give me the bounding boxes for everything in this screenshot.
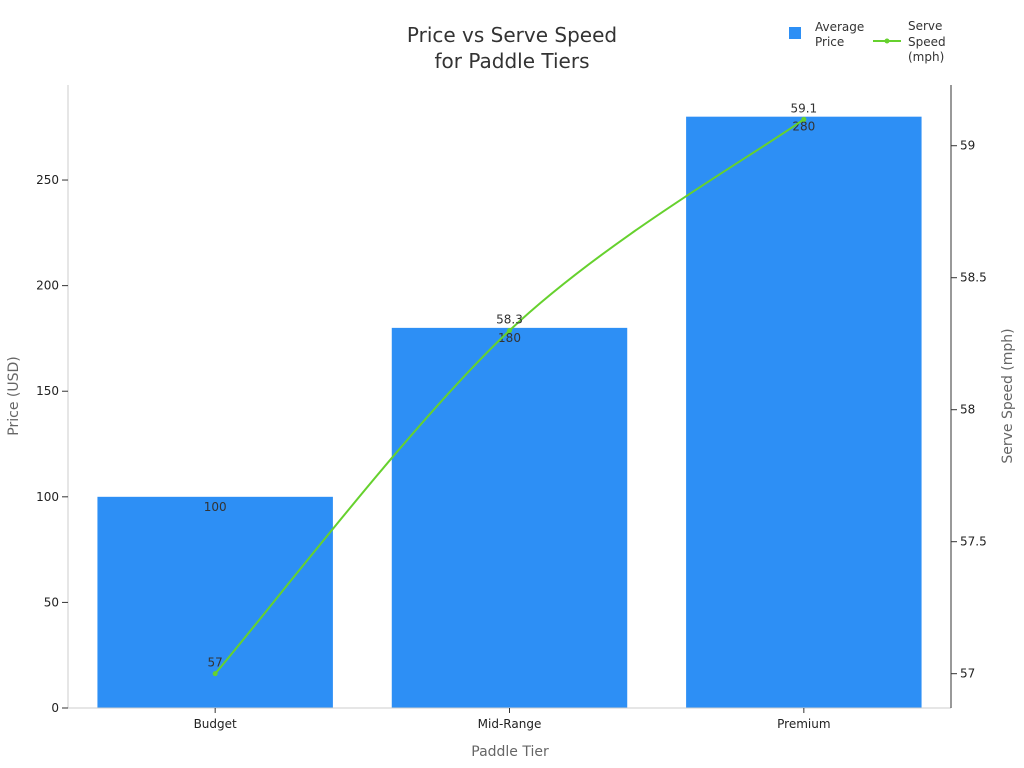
left-y-tick-label: 150 — [36, 384, 59, 398]
legend-label-average-price-2: Price — [815, 35, 844, 49]
chart-title: Price vs Serve Speed for Paddle Tiers — [407, 23, 617, 73]
x-tick-label: Budget — [194, 717, 237, 731]
x-tick-label: Premium — [777, 717, 830, 731]
serve-speed-point — [212, 671, 218, 677]
bar-mid-range — [391, 327, 628, 708]
bar-value-label: 180 — [498, 331, 521, 345]
serve-speed-value-label: 57 — [208, 656, 223, 670]
bar-budget — [97, 496, 333, 708]
serve-speed-point — [507, 328, 512, 334]
left-y-axis-ticks: 0 50 100 150 200 250 — [36, 173, 68, 715]
line-labels: 57 58.3 59.1 — [208, 101, 818, 669]
serve-speed-value-label: 58.3 — [496, 313, 523, 327]
legend-label-serve-speed-1: Serve — [908, 19, 942, 33]
right-y-axis-ticks: 57 57.5 58 58.5 59 — [951, 139, 987, 681]
y-axis-title: Price (USD) — [6, 356, 22, 435]
right-y-tick-label: 59 — [960, 139, 975, 153]
bar-value-label: 100 — [204, 500, 227, 514]
chart-title-line-2: for Paddle Tiers — [435, 49, 590, 73]
left-y-tick-label: 0 — [51, 701, 59, 715]
legend-label-serve-speed-2: Speed — [908, 35, 946, 49]
y2-axis-title: Serve Speed (mph) — [1000, 328, 1016, 463]
x-axis-ticks: Budget Mid-Range Premium — [194, 708, 831, 731]
serve-speed-point — [801, 116, 807, 122]
left-y-tick-label: 200 — [36, 279, 59, 293]
left-y-tick-label: 50 — [44, 595, 59, 609]
legend: Average Price Serve Speed (mph) — [789, 19, 946, 64]
right-y-tick-label: 57 — [960, 667, 975, 681]
x-axis-title: Paddle Tier — [471, 744, 549, 760]
right-y-tick-label: 57.5 — [960, 535, 987, 549]
line-series — [212, 116, 807, 677]
chart-title-line-1: Price vs Serve Speed — [407, 23, 617, 47]
left-y-tick-label: 250 — [36, 173, 59, 187]
legend-label-average-price-1: Average — [815, 20, 864, 34]
right-y-tick-label: 58 — [960, 403, 975, 417]
x-tick-label: Mid-Range — [478, 717, 542, 731]
legend-swatch-average-price — [789, 27, 801, 39]
left-y-tick-label: 100 — [36, 490, 59, 504]
right-y-tick-label: 58.5 — [960, 271, 987, 285]
legend-label-serve-speed-3: (mph) — [908, 50, 944, 64]
bar-series — [97, 116, 922, 708]
serve-speed-value-label: 59.1 — [790, 101, 817, 115]
bar-premium — [686, 116, 922, 708]
legend-swatch-serve-speed-dot — [884, 38, 890, 44]
